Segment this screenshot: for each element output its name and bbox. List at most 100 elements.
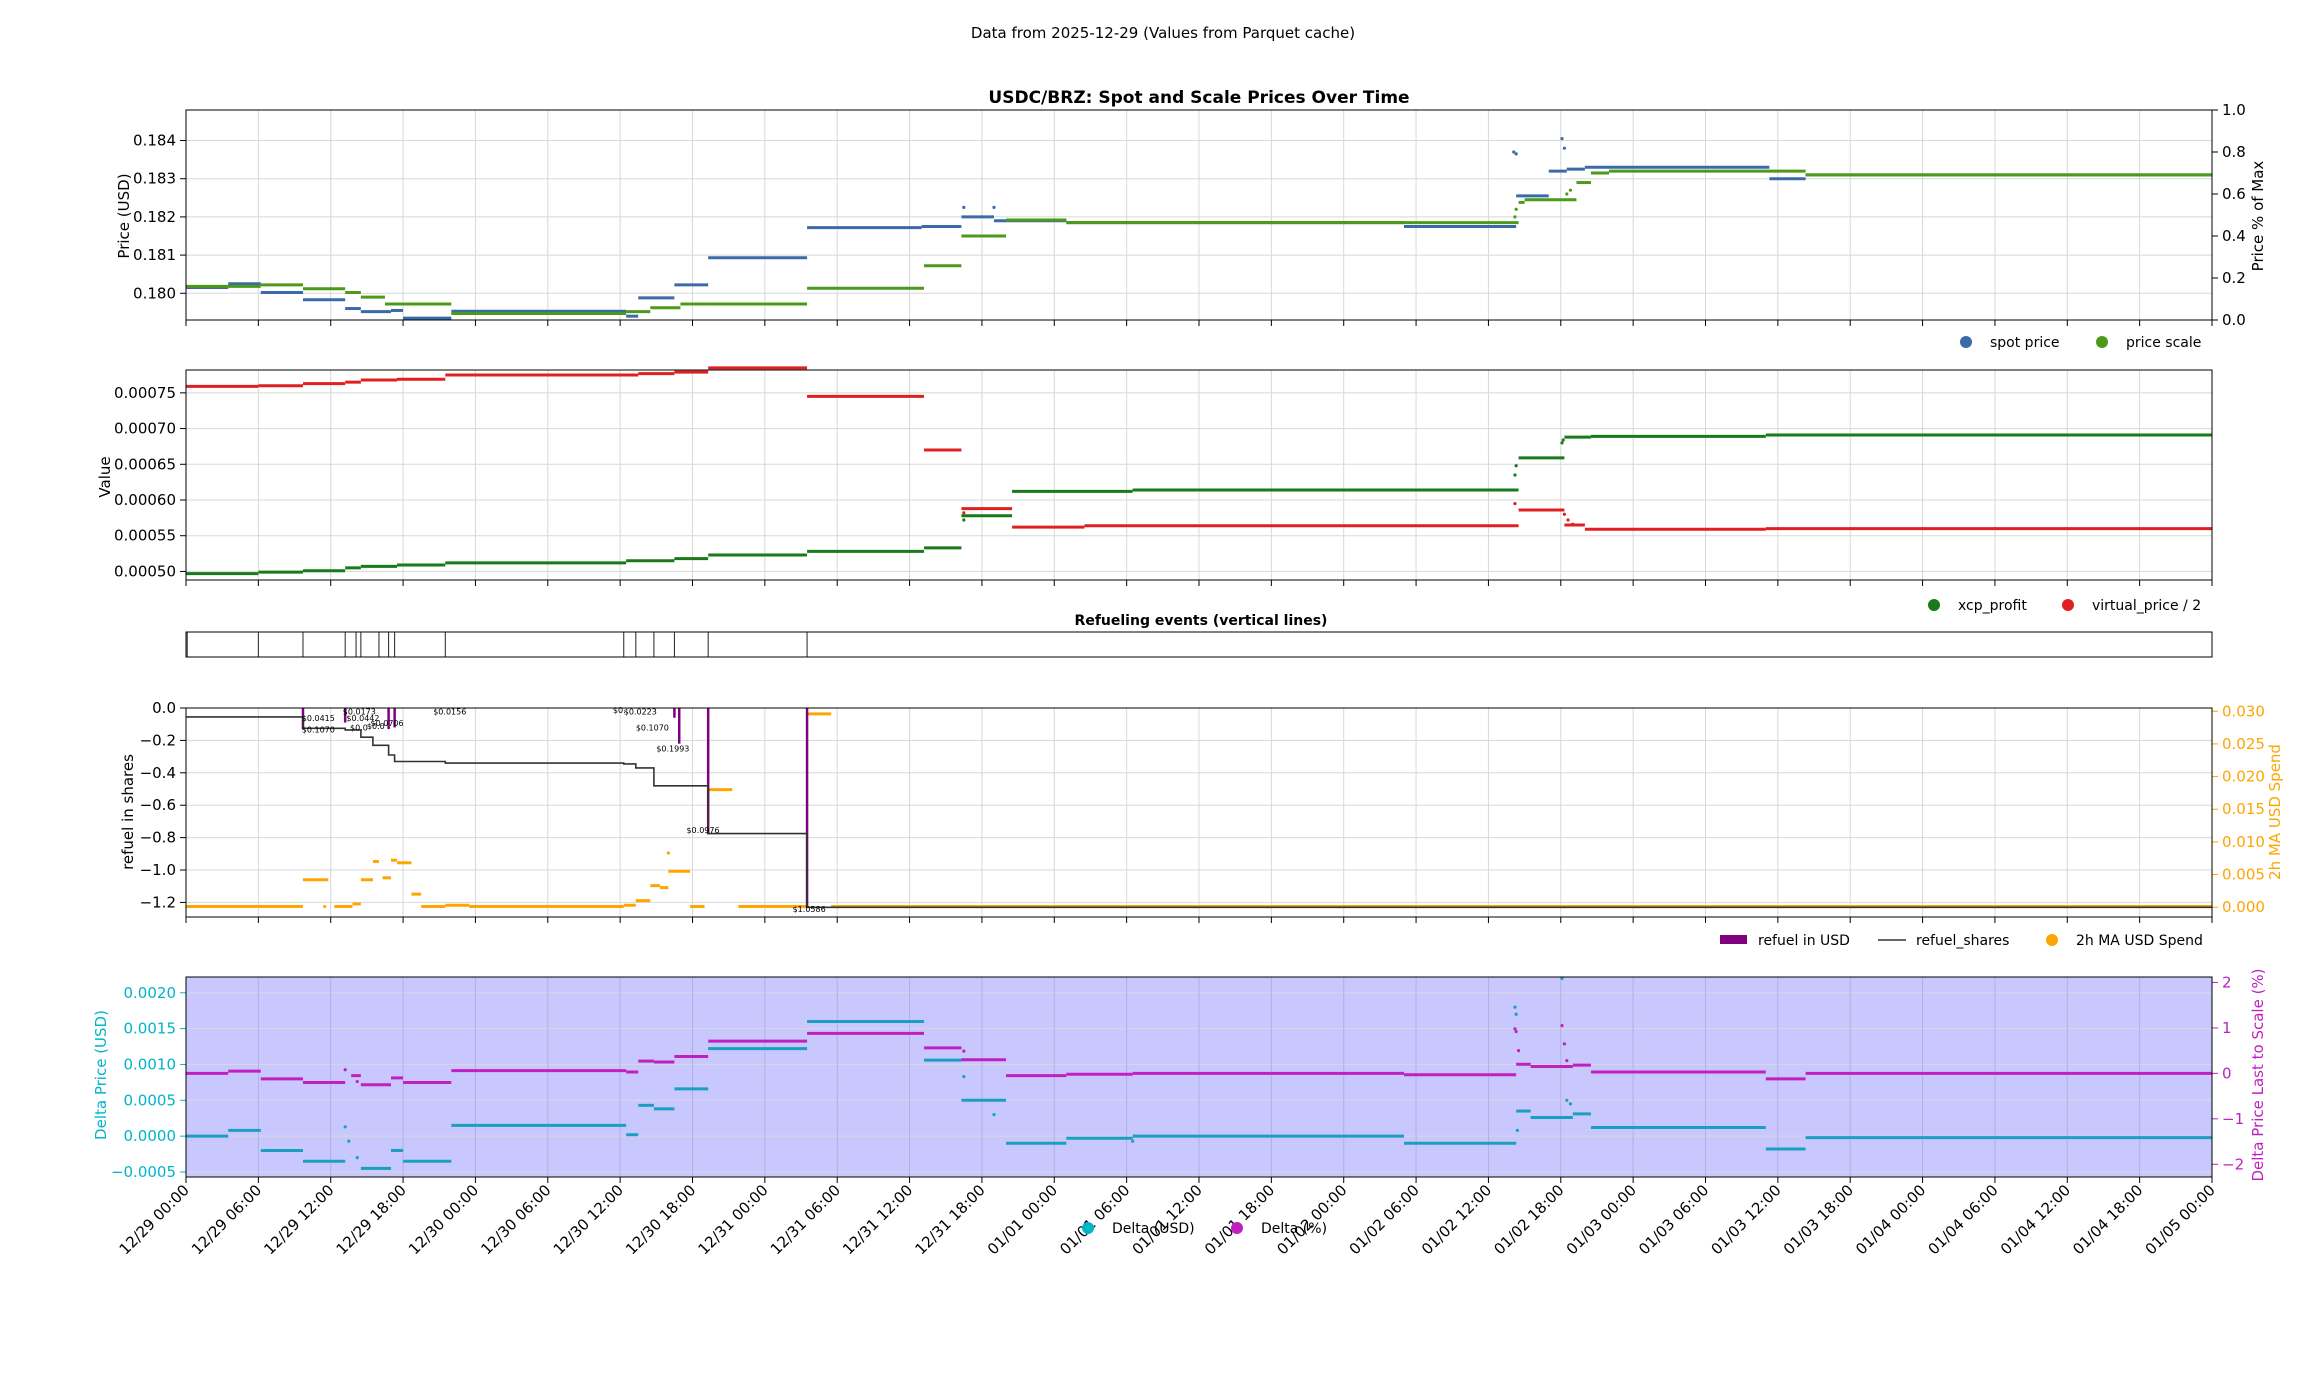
legend-marker-refuel-usd xyxy=(1720,935,1747,944)
refuel-y-tick-label: −1.0 xyxy=(140,861,176,879)
delta-usd-point xyxy=(343,1125,347,1129)
legend-label-ma-spend: 2h MA USD Spend xyxy=(2076,933,2203,949)
price-scale-point xyxy=(1513,215,1517,219)
delta-panel: Delta Price (USD) Delta Price Last to Sc… xyxy=(92,968,2267,1181)
values-y-tick-label: 0.00075 xyxy=(114,384,176,402)
refuel-annotation-label: $0.1993 xyxy=(656,745,689,754)
prices-y2-tick-label: 0.0 xyxy=(2222,311,2246,329)
prices-y2-tick-label: 0.4 xyxy=(2222,227,2246,245)
delta-pct-point xyxy=(1562,1042,1567,1046)
spot-price-point xyxy=(992,205,996,209)
refuel-y-tick-label: −0.2 xyxy=(140,731,176,749)
delta-legend: Delta (USD) Delta (%) xyxy=(1082,1221,1327,1237)
legend-marker-ma-spend xyxy=(2046,934,2058,946)
x-tick-label: 01/01 12:00 xyxy=(1129,1181,1206,1258)
prices-y2-tick-label: 0.6 xyxy=(2222,185,2246,203)
delta-y-tick-label: 0.0020 xyxy=(124,984,177,1002)
delta-usd-point xyxy=(1565,1098,1569,1102)
refuel-y2-tick-label: 0.010 xyxy=(2222,833,2265,851)
spot-price-point xyxy=(1514,152,1518,156)
ma-usd-spend-point xyxy=(323,904,327,909)
delta-usd-point xyxy=(1568,1102,1573,1106)
legend-marker-delta-usd xyxy=(1082,1222,1094,1234)
refuel-y-tick-label: −1.2 xyxy=(140,893,176,911)
x-tick-label: 01/05 00:00 xyxy=(2142,1181,2219,1258)
delta-y2-tick-label: 0 xyxy=(2222,1064,2232,1082)
refuel-y-tick-label: −0.8 xyxy=(140,829,176,847)
delta-usd-point xyxy=(1514,1012,1518,1016)
delta-pct-point xyxy=(355,1079,359,1084)
values-ylabel: Value xyxy=(96,456,114,497)
refuel-y2-tick-label: 0.005 xyxy=(2222,866,2265,884)
refuel-annotation-label: $0. xyxy=(613,706,626,715)
values-plot-area: 0.00050 0.00055 0.00060 0.00065 0.00070 0.000… xyxy=(114,366,2213,586)
delta-y2-tick-label: −1 xyxy=(2222,1110,2244,1128)
xcp-profit-point xyxy=(1514,464,1518,468)
values-frame xyxy=(185,369,2213,581)
prices-plot-area: 0.180 0.181 0.182 0.183 0.184 0.0 0.2 0.4 0.6 0.8… xyxy=(133,101,2246,329)
delta-y-tick-label: 0.0000 xyxy=(124,1127,177,1145)
delta-y-tick-label: 0.0015 xyxy=(124,1020,177,1038)
refuel-events-plot-area xyxy=(185,631,2213,658)
x-tick-label: 12/31 06:00 xyxy=(767,1181,844,1258)
refuel-ylabel: refuel in shares xyxy=(119,754,137,870)
values-y-tick-label: 0.00065 xyxy=(114,455,176,473)
prices-legend: spot price price scale xyxy=(1960,335,2201,351)
spot-price-point xyxy=(1560,137,1564,141)
delta-pct-point xyxy=(1565,1059,1569,1063)
virtual-price-point xyxy=(1513,501,1517,506)
delta-pct-point xyxy=(343,1068,347,1072)
prices-y2-tick-label: 0.2 xyxy=(2222,269,2246,287)
refuel-annotation-label: $1.0586 xyxy=(793,905,826,914)
x-tick-label: 12/31 12:00 xyxy=(839,1181,916,1258)
refuel-y-tick-label: −0.6 xyxy=(140,796,176,814)
delta-usd-point xyxy=(1131,1139,1135,1143)
prices-panel: USDC/BRZ: Spot and Scale Prices Over Tim… xyxy=(115,88,2267,351)
refuel-shares-line xyxy=(186,716,2212,909)
x-tick-label: 01/03 06:00 xyxy=(1635,1181,1712,1258)
refuel-y2-tick-label: 0.025 xyxy=(2222,735,2265,753)
legend-marker-delta-pct xyxy=(1231,1222,1243,1234)
prices-y-tick-label: 0.180 xyxy=(133,284,176,302)
prices-y-tick-label: 0.182 xyxy=(133,208,176,226)
price-scale-point xyxy=(1568,188,1573,192)
delta-y-tick-label: 0.0010 xyxy=(124,1055,177,1073)
prices-ylabel: Price (USD) xyxy=(115,173,133,258)
delta-usd-point xyxy=(347,1139,351,1143)
prices-y2label: Price % of Max xyxy=(2249,161,2267,272)
values-panel: Value xcp_profit virtual_price / 2 xyxy=(96,456,2201,614)
figure-suptitle: Data from 2025-12-29 (Values from Parque… xyxy=(971,24,1355,42)
x-tick-label: 12/30 00:00 xyxy=(405,1181,482,1258)
legend-label-delta-usd: Delta (USD) xyxy=(1112,1221,1195,1237)
x-tick-label: 12/30 18:00 xyxy=(622,1181,699,1258)
delta-usd-point xyxy=(1513,1005,1517,1009)
refuel-annotation-label: $0.0706 xyxy=(371,719,404,728)
delta-usd-point xyxy=(1560,976,1564,981)
refuel-annotation-label: $0.0173 xyxy=(343,707,376,716)
x-tick-label: 01/02 06:00 xyxy=(1346,1181,1423,1258)
refuel-y2-tick-label: 0.030 xyxy=(2222,702,2265,720)
values-y-tick-label: 0.00070 xyxy=(114,420,176,438)
refuel-y-tick-label: −0.4 xyxy=(140,764,176,782)
legend-label-refuel-usd: refuel in USD xyxy=(1758,933,1850,949)
refuel-legend: refuel in USD refuel_shares 2h MA USD Sp… xyxy=(1720,933,2203,949)
virtual-price-point xyxy=(962,511,966,515)
spot-price-point xyxy=(1562,146,1567,150)
refuel-annotation-label: $0.0442 xyxy=(346,714,379,723)
x-tick-label: 12/31 00:00 xyxy=(694,1181,771,1258)
x-tick-label: 12/29 12:00 xyxy=(260,1181,337,1258)
x-tick-label: 12/30 12:00 xyxy=(550,1181,627,1258)
refuel-y2label: 2h MA USD Spend xyxy=(2266,744,2284,880)
spot-price-point xyxy=(962,205,966,209)
delta-y2-tick-label: 1 xyxy=(2222,1019,2232,1037)
refuel-events-panel: Refueling events (vertical lines) xyxy=(1075,613,1328,629)
xcp-profit-point xyxy=(962,518,966,522)
price-scale-point xyxy=(1514,207,1518,211)
legend-label-delta-pct: Delta (%) xyxy=(1261,1221,1327,1237)
refuel-panel: refuel in shares 2h MA USD Spend refuel … xyxy=(119,744,2284,949)
spot-price-point xyxy=(1512,150,1516,154)
refuel-annotation-label: $0.0 xyxy=(350,724,368,733)
prices-y2-tick-label: 0.8 xyxy=(2222,143,2246,161)
